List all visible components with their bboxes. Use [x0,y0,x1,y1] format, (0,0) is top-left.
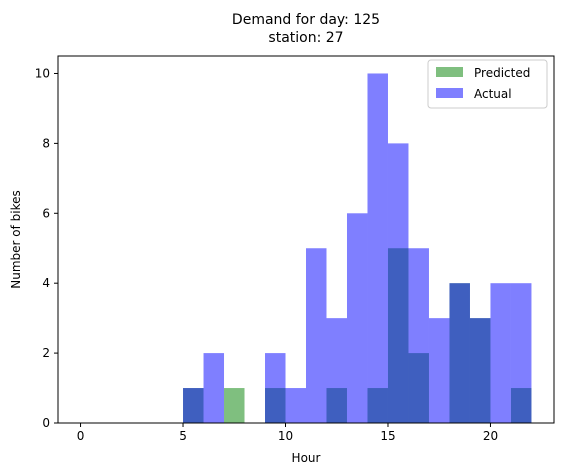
chart-title-line: Demand for day: 125 [232,12,380,28]
plot-frame [57,55,555,424]
legend-label-actual: Actual [474,87,512,101]
bar-predicted-hour-7 [224,388,245,423]
bar-actual-hour-21 [510,283,532,423]
bar-actual-hour-13 [346,213,368,423]
bar-actual-hour-6 [203,353,225,423]
legend-swatch-predicted [436,67,463,77]
legend-label-predicted: Predicted [474,66,530,80]
bar-actual-hour-15 [387,143,409,423]
x-tick-label: 10 [278,429,293,443]
bar-actual-hour-5 [183,388,204,423]
legend: Predicted Actual [427,59,548,109]
bar-actual-hour-17 [428,318,450,423]
bar-actual-hour-16 [408,248,429,423]
bar-actual-hour-14 [367,73,388,423]
x-tick-label: 15 [380,429,395,443]
bar-actual-hour-20 [490,283,511,423]
bar-actual-hour-10 [285,388,306,423]
x-tick-label: 0 [77,429,85,443]
x-tick-label: 5 [179,429,187,443]
x-axis-label: Hour [292,451,321,465]
y-tick-label: 0 [42,416,50,430]
bar-actual-hour-18 [449,283,470,423]
chart-title-line: station: 27 [268,30,343,46]
legend-swatch-actual [436,88,463,98]
chart-title: Demand for day: 125 station: 27 [232,12,380,46]
bar-actual-hour-9 [265,353,286,423]
bar-actual-hour-12 [326,318,347,423]
bar-actual-hour-11 [306,248,327,423]
y-tick-label: 6 [42,206,50,220]
y-tick-label: 8 [42,136,50,150]
y-tick-label: 2 [42,346,50,360]
x-tick-label: 20 [483,429,498,443]
y-tick-label: 4 [42,276,50,290]
bar-actual-hour-19 [469,318,491,423]
x-axis-ticks: 0 5 10 15 20 [77,423,498,443]
y-axis-label: Number of bikes [9,190,23,289]
bars-layer [183,73,532,423]
y-tick-label: 10 [35,66,50,80]
y-axis-ticks: 0 2 4 6 8 10 [35,66,58,430]
